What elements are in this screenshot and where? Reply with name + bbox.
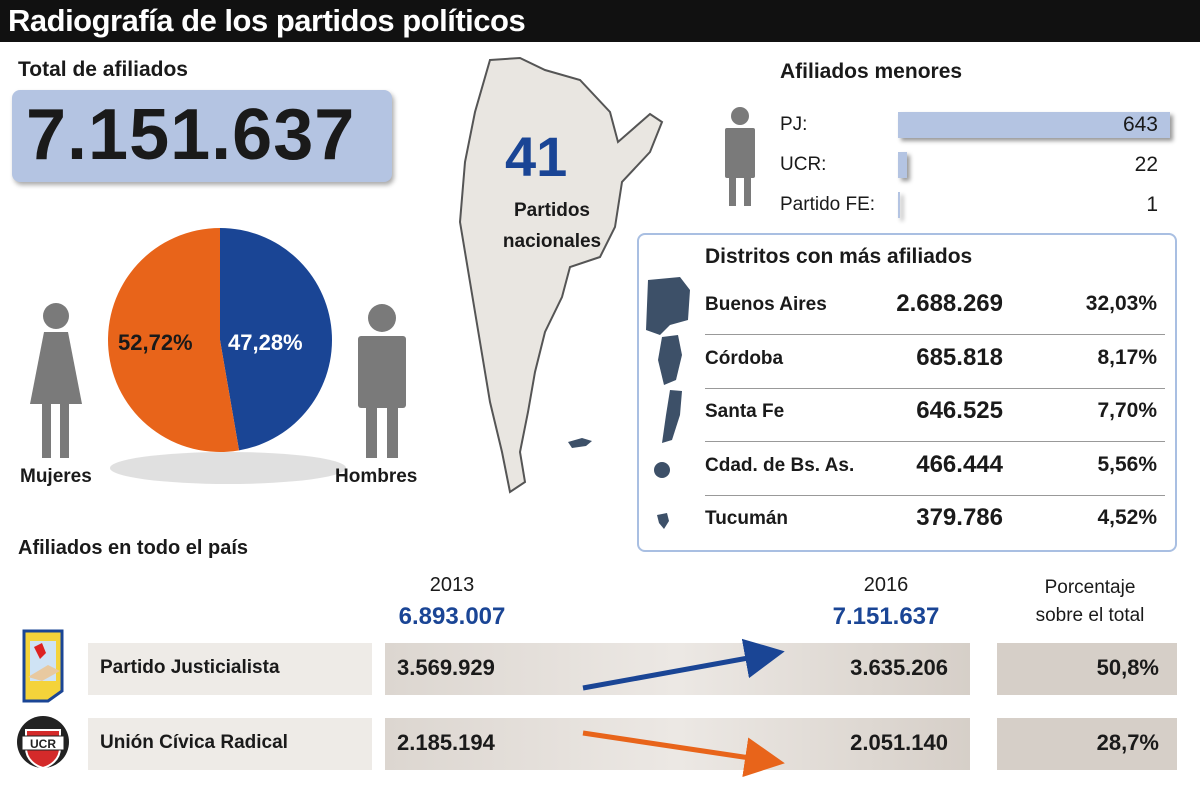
district-value: 2.688.269 bbox=[896, 290, 1003, 317]
district-name: Santa Fe bbox=[705, 401, 785, 422]
minors-label: PJ: bbox=[780, 114, 808, 135]
district-pct: 5,56% bbox=[1097, 452, 1157, 476]
minors-value: 643 bbox=[1122, 113, 1158, 136]
parties-label-line2: nacionales bbox=[502, 231, 602, 252]
parties-count: 41 bbox=[505, 125, 568, 188]
santa-fe-icon bbox=[662, 390, 682, 443]
pie-slice-women bbox=[108, 228, 240, 452]
minors-title: Afiliados menores bbox=[780, 60, 963, 83]
district-name: Córdoba bbox=[705, 347, 784, 369]
district-row: Tucumán 379.786 4,52% bbox=[705, 496, 1165, 549]
argentina-map-icon bbox=[458, 56, 664, 494]
total-value: 7.151.637 bbox=[26, 95, 356, 175]
country-title: Afiliados en todo el país bbox=[18, 537, 249, 559]
district-row: Santa Fe 646.525 7,70% bbox=[705, 389, 1165, 442]
women-label: Mujeres bbox=[20, 466, 92, 487]
district-shapes bbox=[646, 277, 690, 529]
woman-icon bbox=[30, 303, 82, 458]
districts-title: Distritos con más afiliados bbox=[705, 245, 973, 268]
man-icon bbox=[358, 304, 406, 458]
district-pct: 4,52% bbox=[1097, 506, 1157, 529]
party-name-cell: Unión Cívica Radical bbox=[88, 718, 372, 770]
men-pct: 47,28% bbox=[228, 330, 303, 355]
party-name-cell: Partido Justicialista bbox=[88, 643, 372, 695]
gender-pie bbox=[108, 228, 346, 484]
pct-header-line2: sobre el total bbox=[1035, 605, 1145, 626]
buenos-aires-icon bbox=[646, 277, 690, 335]
header-bar: Radiografía de los partidos políticos bbox=[0, 0, 1200, 42]
party-name: Partido Justicialista bbox=[100, 657, 280, 678]
district-value: 466.444 bbox=[916, 450, 1003, 478]
district-row: Córdoba 685.818 8,17% bbox=[705, 336, 1165, 389]
district-name: Cdad. de Bs. As. bbox=[705, 454, 855, 476]
party-pct-cell: 28,7% bbox=[997, 718, 1177, 770]
district-value: 685.818 bbox=[916, 343, 1003, 371]
districts-panel bbox=[637, 233, 1177, 552]
district-value: 379.786 bbox=[916, 504, 1003, 531]
ucr-logo-icon: UCR bbox=[17, 716, 69, 770]
minors-bar bbox=[898, 112, 1170, 138]
minors-bar bbox=[898, 152, 908, 178]
district-row: Buenos Aires 2.688.269 32,03% bbox=[705, 282, 1165, 335]
total-2013: 6.893.007 bbox=[398, 603, 506, 630]
party-value-2013: 2.185.194 bbox=[397, 730, 495, 755]
pie-shadow bbox=[110, 452, 346, 484]
district-value: 646.525 bbox=[916, 397, 1003, 424]
party-value-2013: 3.569.929 bbox=[397, 655, 495, 680]
minors-label: UCR: bbox=[780, 154, 827, 175]
party-values-cell: 2.185.194 2.051.140 bbox=[385, 718, 970, 770]
pj-logo-icon bbox=[22, 629, 64, 703]
party-pct: 28,7% bbox=[1096, 730, 1159, 755]
party-pct: 50,8% bbox=[1096, 655, 1159, 680]
person-icon bbox=[725, 107, 755, 206]
district-name: Tucumán bbox=[705, 508, 789, 529]
year-2016: 2016 bbox=[863, 574, 909, 596]
minors-bar bbox=[898, 192, 900, 218]
minors-value: 1 bbox=[1146, 193, 1158, 216]
district-pct: 32,03% bbox=[1085, 292, 1157, 315]
page-title: Radiografía de los partidos políticos bbox=[8, 3, 526, 38]
total-box: 7.151.637 bbox=[12, 90, 392, 182]
parties-label-line1: Partidos bbox=[513, 200, 591, 221]
caba-icon bbox=[654, 462, 670, 478]
total-label: Total de afiliados bbox=[18, 58, 188, 81]
tucuman-icon bbox=[657, 513, 669, 529]
district-name: Buenos Aires bbox=[705, 294, 827, 315]
party-value-2016: 2.051.140 bbox=[850, 730, 948, 755]
women-pct: 52,72% bbox=[118, 330, 193, 355]
party-name: Unión Cívica Radical bbox=[100, 732, 288, 753]
district-row: Cdad. de Bs. As. 466.444 5,56% bbox=[705, 443, 1165, 496]
year-2013: 2013 bbox=[429, 574, 475, 596]
men-label: Hombres bbox=[335, 466, 418, 487]
district-pct: 7,70% bbox=[1097, 399, 1157, 422]
party-values-cell: 3.569.929 3.635.206 bbox=[385, 643, 970, 695]
district-pct: 8,17% bbox=[1097, 345, 1157, 369]
minors-label: Partido FE: bbox=[780, 194, 876, 215]
total-2016: 7.151.637 bbox=[832, 603, 940, 630]
pct-header: Porcentaje sobre el total bbox=[1000, 574, 1180, 630]
pie-slice-men bbox=[220, 228, 333, 451]
cordoba-icon bbox=[658, 335, 682, 385]
parties-label: Partidos nacionales bbox=[492, 195, 612, 257]
party-value-2016: 3.635.206 bbox=[850, 655, 948, 680]
minors-value: 22 bbox=[1134, 153, 1158, 176]
pct-header-line1: Porcentaje bbox=[1044, 577, 1136, 598]
svg-text:UCR: UCR bbox=[30, 737, 56, 751]
party-pct-cell: 50,8% bbox=[997, 643, 1177, 695]
